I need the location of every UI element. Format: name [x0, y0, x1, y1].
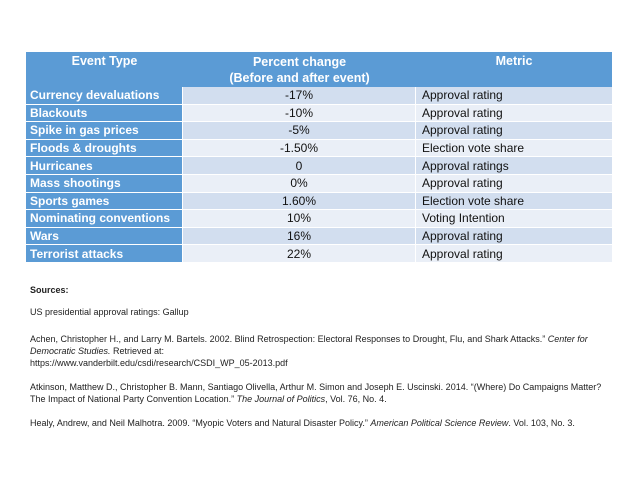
event-type-cell: Sports games: [26, 192, 183, 211]
percent-change-cell: 0%: [183, 174, 416, 193]
event-type-cell: Mass shootings: [26, 174, 183, 193]
achen-retrieved: Retrieved at:: [110, 346, 165, 356]
percent-change-cell: -17%: [183, 87, 416, 105]
table-row: Terrorist attacks 22% Approval rating: [26, 245, 612, 263]
percent-change-cell: -1.50%: [183, 139, 416, 158]
table-row: Currency devaluations -17% Approval rati…: [26, 87, 612, 105]
source-healy: Healy, Andrew, and Neil Malhotra. 2009. …: [30, 417, 610, 429]
metric-cell: Approval rating: [416, 104, 612, 123]
sources-heading: Sources:: [30, 285, 69, 295]
header-metric: Metric: [416, 52, 612, 87]
percent-change-cell: -5%: [183, 122, 416, 140]
metric-cell: Election vote share: [416, 139, 612, 158]
percent-change-cell: 22%: [183, 245, 416, 263]
atkinson-journal: The Journal of Politics: [236, 394, 326, 404]
metric-cell: Approval rating: [416, 122, 612, 140]
table-row: Sports games 1.60% Election vote share: [26, 192, 612, 211]
header-event-type: Event Type: [26, 52, 183, 87]
table-row: Spike in gas prices -5% Approval rating: [26, 122, 612, 140]
event-type-cell: Spike in gas prices: [26, 122, 183, 140]
percent-change-cell: -10%: [183, 104, 416, 123]
metric-cell: Approval rating: [416, 245, 612, 263]
source-approval: US presidential approval ratings: Gallup: [30, 307, 189, 317]
achen-citation: Achen, Christopher H., and Larry M. Bart…: [30, 334, 548, 344]
table-row: Floods & droughts -1.50% Election vote s…: [26, 139, 612, 158]
events-table: Event Type Percent change (Before and af…: [26, 52, 612, 263]
metric-cell: Approval rating: [416, 227, 612, 246]
achen-journal: Center for Democratic Studies.: [30, 334, 588, 356]
metric-cell: Approval ratings: [416, 157, 612, 175]
atkinson-volume: , Vol. 76, No. 4.: [325, 394, 387, 404]
source-atkinson: Atkinson, Matthew D., Christopher B. Man…: [30, 381, 610, 405]
header-percent-line1: Percent change: [252, 55, 347, 69]
event-type-cell: Nominating conventions: [26, 210, 183, 228]
event-type-cell: Hurricanes: [26, 157, 183, 175]
metric-cell: Election vote share: [416, 192, 612, 211]
source-achen: Achen, Christopher H., and Larry M. Bart…: [30, 333, 610, 369]
table-row: Wars 16% Approval rating: [26, 227, 612, 246]
header-percent-line2: (Before and after event): [229, 71, 370, 85]
sources-section: Sources: US presidential approval rating…: [30, 284, 610, 441]
metric-cell: Voting Intention: [416, 210, 612, 228]
metric-cell: Approval rating: [416, 87, 612, 105]
healy-citation: Healy, Andrew, and Neil Malhotra. 2009. …: [30, 418, 371, 428]
table-row: Nominating conventions 10% Voting Intent…: [26, 210, 612, 228]
header-percent-change: Percent change (Before and after event): [183, 52, 416, 87]
table-row: Hurricanes 0 Approval ratings: [26, 157, 612, 175]
percent-change-cell: 0: [183, 157, 416, 175]
event-type-cell: Currency devaluations: [26, 87, 183, 105]
event-type-cell: Floods & droughts: [26, 139, 183, 158]
event-type-cell: Blackouts: [26, 104, 183, 123]
metric-cell: Approval rating: [416, 174, 612, 193]
event-type-cell: Wars: [26, 227, 183, 246]
percent-change-cell: 1.60%: [183, 192, 416, 211]
atkinson-citation: Atkinson, Matthew D., Christopher B. Man…: [30, 382, 602, 404]
percent-change-cell: 10%: [183, 210, 416, 228]
percent-change-cell: 16%: [183, 227, 416, 246]
table-header-row: Event Type Percent change (Before and af…: [26, 52, 612, 87]
achen-url[interactable]: https://www.vanderbilt.edu/csdi/research…: [30, 358, 288, 368]
healy-volume: . Vol. 103, No. 3.: [508, 418, 575, 428]
table-row: Mass shootings 0% Approval rating: [26, 174, 612, 193]
healy-journal: American Political Science Review: [370, 418, 509, 428]
event-type-cell: Terrorist attacks: [26, 245, 183, 263]
table-row: Blackouts -10% Approval rating: [26, 104, 612, 123]
